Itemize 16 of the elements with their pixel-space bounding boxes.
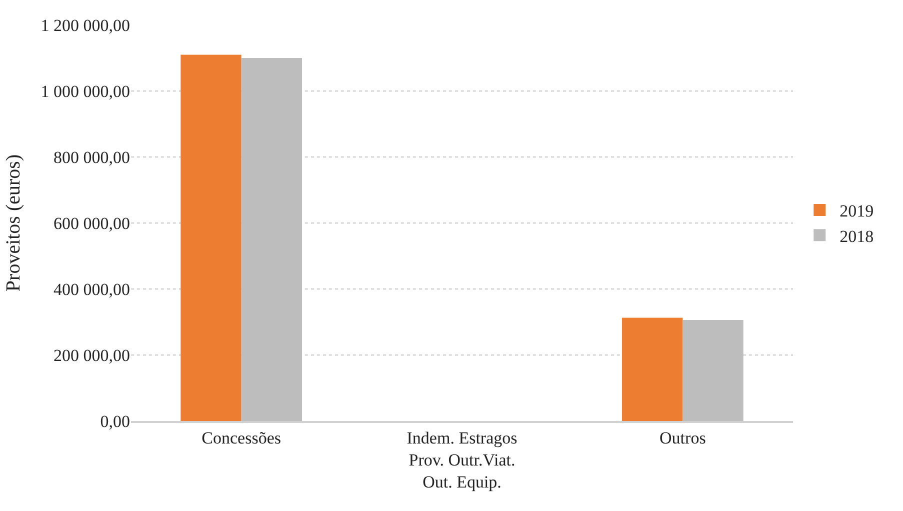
y-tick-label: 0,00 [100, 412, 130, 431]
x-tick-label: Indem. Estragos Prov. Outr.Viat. Out. Equip. [406, 428, 518, 492]
y-tick-label: 600 000,00 [54, 214, 130, 233]
x-tick-label: Outros [660, 428, 706, 448]
y-tick-label: 1 000 000,00 [40, 82, 130, 101]
bar [241, 58, 302, 421]
y-tick-label: 800 000,00 [54, 148, 130, 167]
y-axis-title: Proveitos (euros) [2, 154, 24, 292]
legend-label: 2019 [840, 202, 874, 221]
bar [622, 318, 683, 421]
x-tick-label: Concessões [202, 428, 281, 448]
y-tick-label: 1 200 000,00 [40, 16, 130, 35]
bar [180, 54, 242, 421]
y-tick-label: 400 000,00 [54, 280, 130, 299]
y-tick-label: 200 000,00 [54, 346, 130, 365]
legend-label: 2018 [840, 226, 874, 246]
